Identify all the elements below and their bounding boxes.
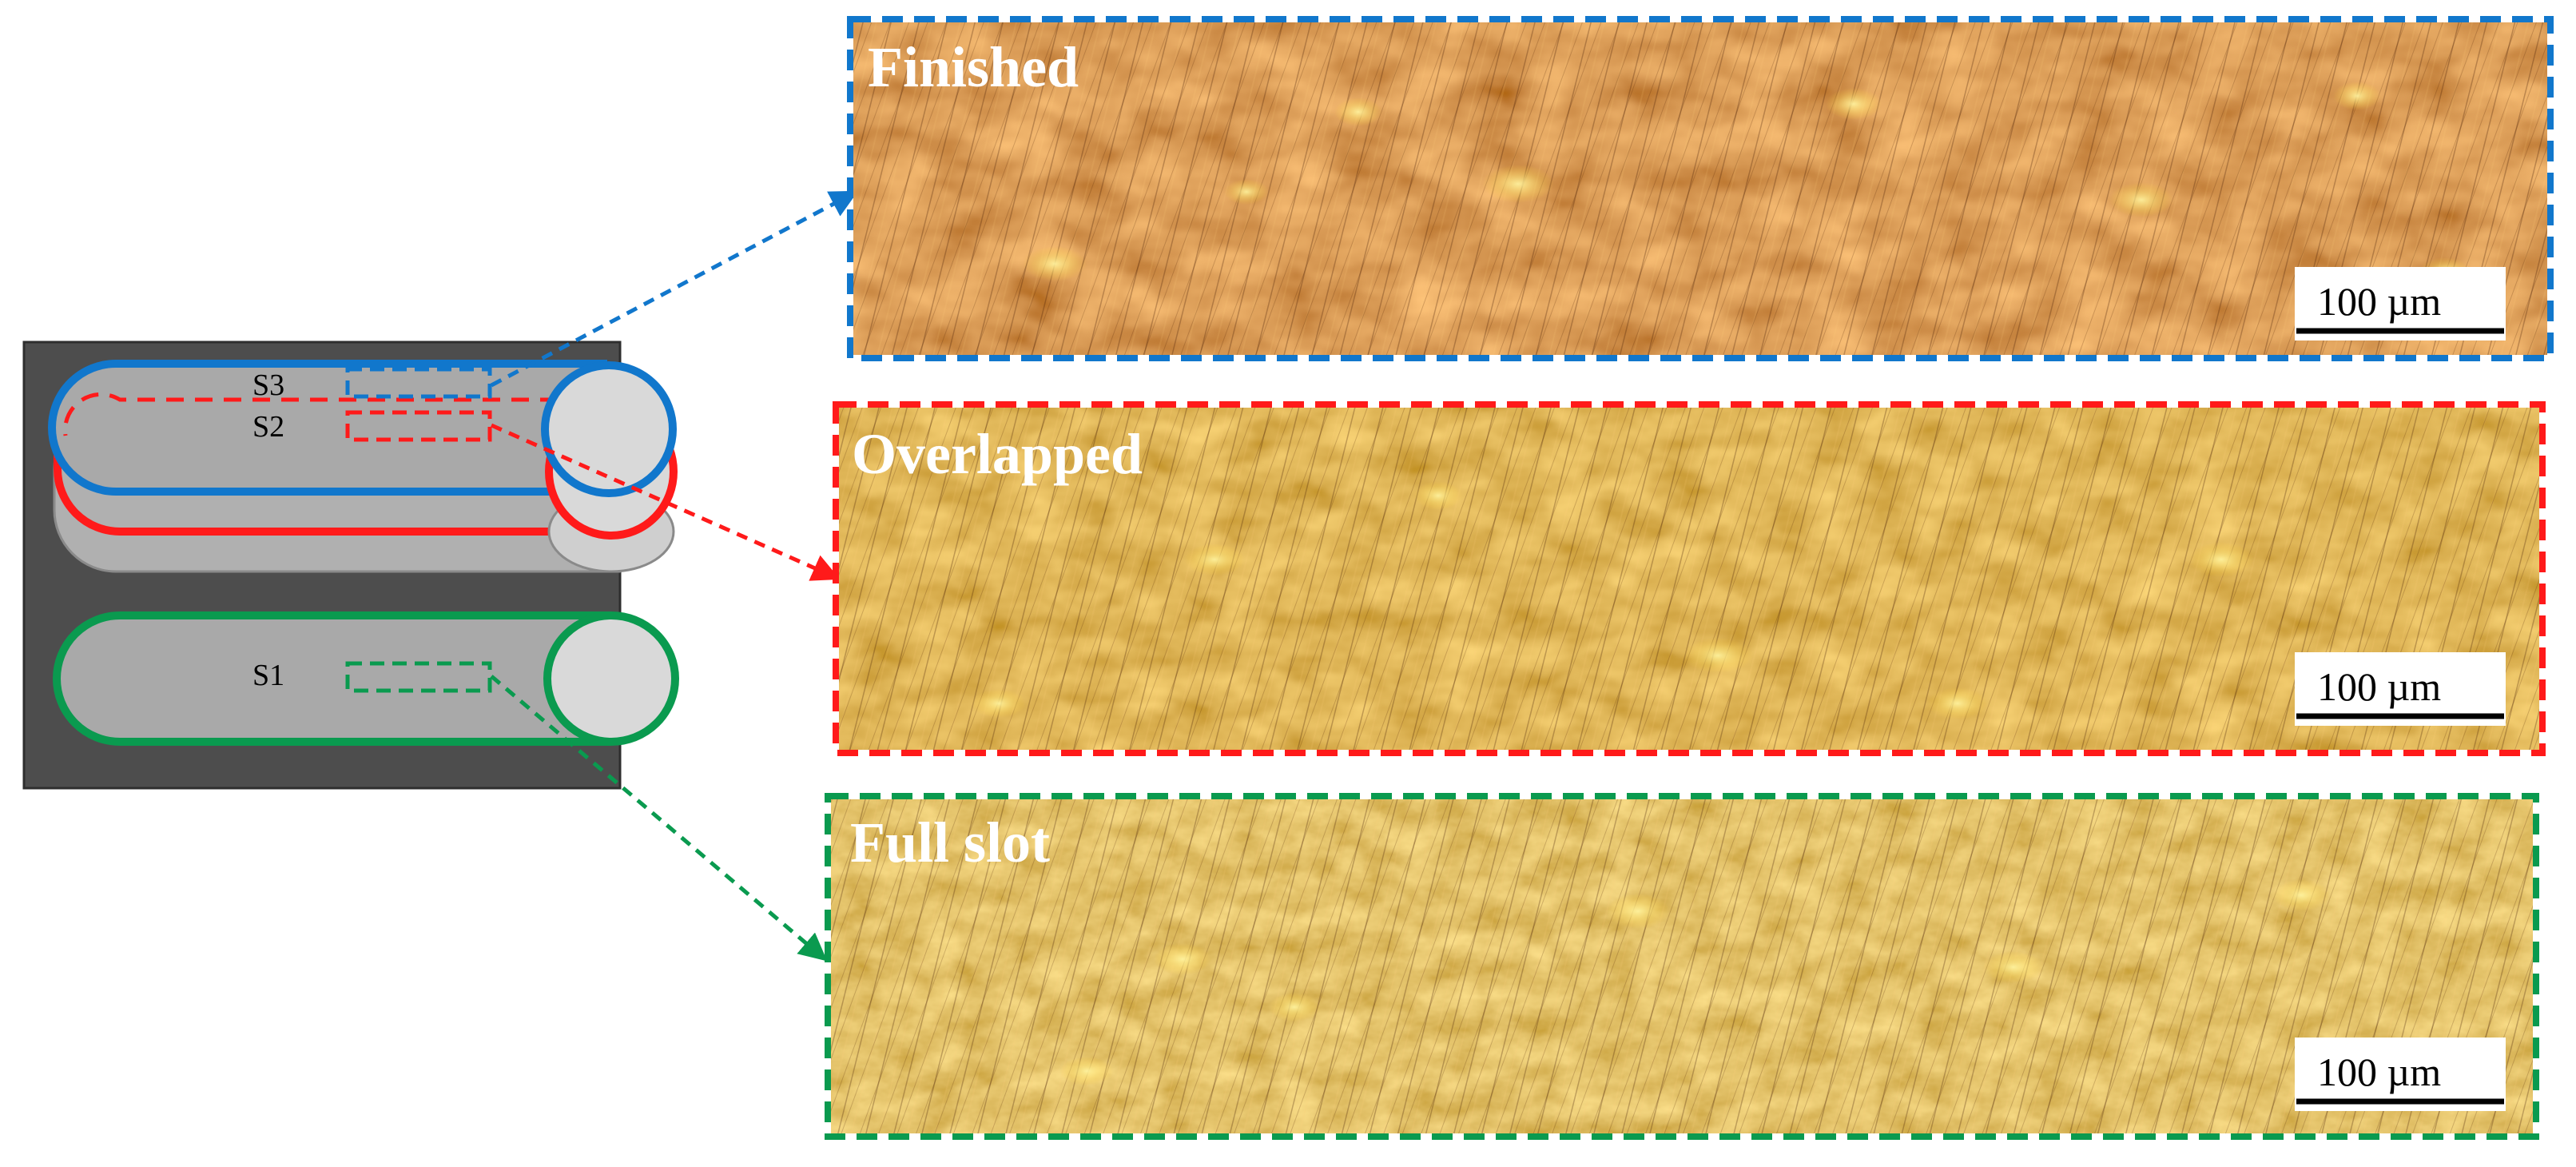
panel-title-finished: Finished <box>868 35 1079 99</box>
panel-finished: Finished 100 µm <box>847 16 2554 361</box>
sample-region-s1 <box>345 661 492 693</box>
panel-border-overlapped <box>833 401 2546 756</box>
highlight-spots-finished <box>1023 82 2471 286</box>
slot-outline-s2 <box>54 428 607 536</box>
sample-region-s2 <box>345 410 492 442</box>
scale-label-full-slot: 100 µm <box>2317 1050 2441 1094</box>
slot-s1 <box>52 611 679 746</box>
scale-label-overlapped: 100 µm <box>2317 664 2441 709</box>
scale-bar-full-slot: 100 µm <box>2295 1038 2506 1111</box>
arrow-s1-to-full-slot <box>490 675 828 962</box>
slot-label-s1: S1 <box>252 659 284 692</box>
arrow-s2-to-overlapped <box>490 423 841 581</box>
slot-outline-s3 <box>47 360 607 496</box>
slot-label-s2: S2 <box>252 410 284 444</box>
scale-bar-overlapped: 100 µm <box>2295 652 2506 726</box>
panel-title-full-slot: Full slot <box>850 811 1050 874</box>
sample-region-s3 <box>345 367 492 399</box>
panel-overlapped: Overlapped 100 µm <box>833 401 2546 756</box>
panel-full-slot: Full slot 100 µm <box>825 793 2539 1140</box>
arrow-s3-to-finished <box>490 190 859 388</box>
end-cap-s3 <box>541 361 677 497</box>
end-cap-s1 <box>543 611 679 746</box>
panel-border-finished <box>847 16 2554 361</box>
scale-label-finished: 100 µm <box>2317 279 2441 324</box>
highlight-spots-full-slot <box>1059 879 2330 1085</box>
slot-label-s3: S3 <box>252 368 284 402</box>
panel-title-overlapped: Overlapped <box>852 422 1143 486</box>
slot-path-s2-dashed <box>63 392 615 436</box>
highlight-spots-overlapped <box>972 481 2253 719</box>
scale-bar-finished: 100 µm <box>2295 267 2506 341</box>
workpiece-schematic: S3 S2 S1 <box>22 190 859 962</box>
